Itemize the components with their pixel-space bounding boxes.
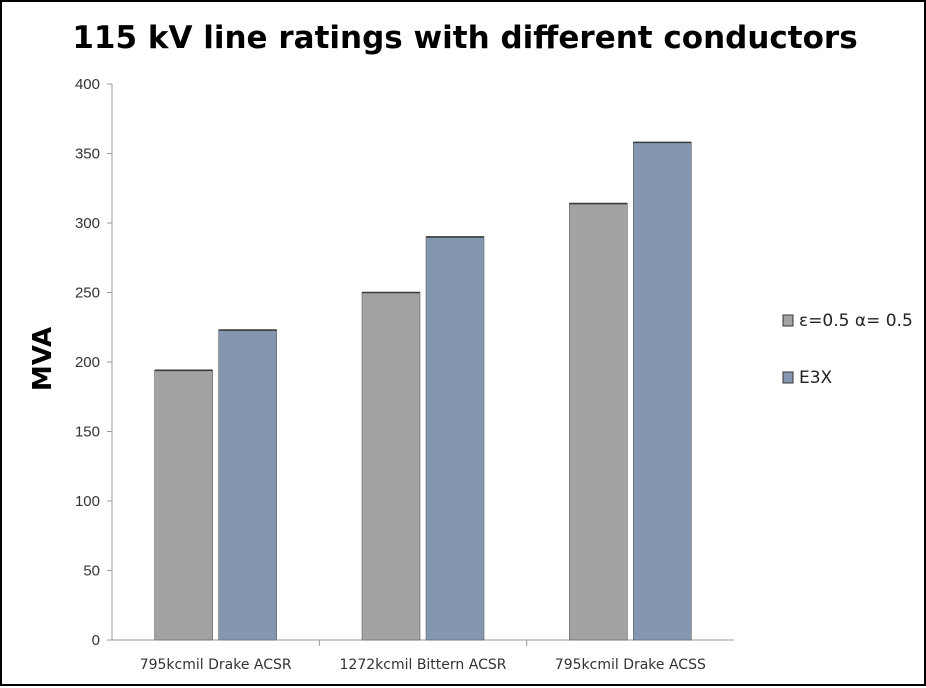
y-tick-label: 200 [75, 354, 100, 371]
legend-label: ε=0.5 α= 0.5 [799, 311, 913, 331]
bar-series2 [425, 236, 485, 641]
x-category-label: 795kcmil Drake ACSR [140, 657, 292, 673]
y-tick-label: 300 [75, 215, 100, 232]
bar-series1 [361, 292, 421, 641]
x-category-label: 1272kcmil Bittern ACSR [340, 657, 507, 673]
legend-label: E3X [799, 368, 833, 388]
y-tick-label: 400 [75, 76, 100, 93]
y-tick-label: 150 [75, 424, 100, 441]
bar-series2 [218, 329, 277, 641]
legend-swatch [782, 314, 794, 327]
chart-title: 115 kV line ratings with different condu… [72, 20, 857, 56]
bar-series2 [633, 142, 692, 641]
x-category-label: 795kcmil Drake ACSS [555, 657, 706, 673]
y-tick-label: 350 [75, 146, 100, 163]
axes: 0 50 100 150 200 250 300 350 400 795kcmil Drake A… [75, 76, 734, 673]
bar-series1 [154, 370, 213, 641]
legend: ε=0.5 α= 0.5 E3X [782, 311, 913, 388]
y-tick-label: 50 [83, 563, 100, 580]
bar-series1 [569, 203, 628, 641]
bars [154, 141, 692, 641]
y-tick-label: 100 [75, 493, 100, 510]
legend-swatch [782, 371, 794, 384]
y-axis-label: MVA [28, 327, 58, 391]
y-tick-label: 250 [75, 285, 100, 302]
y-tick-label: 0 [92, 632, 100, 649]
